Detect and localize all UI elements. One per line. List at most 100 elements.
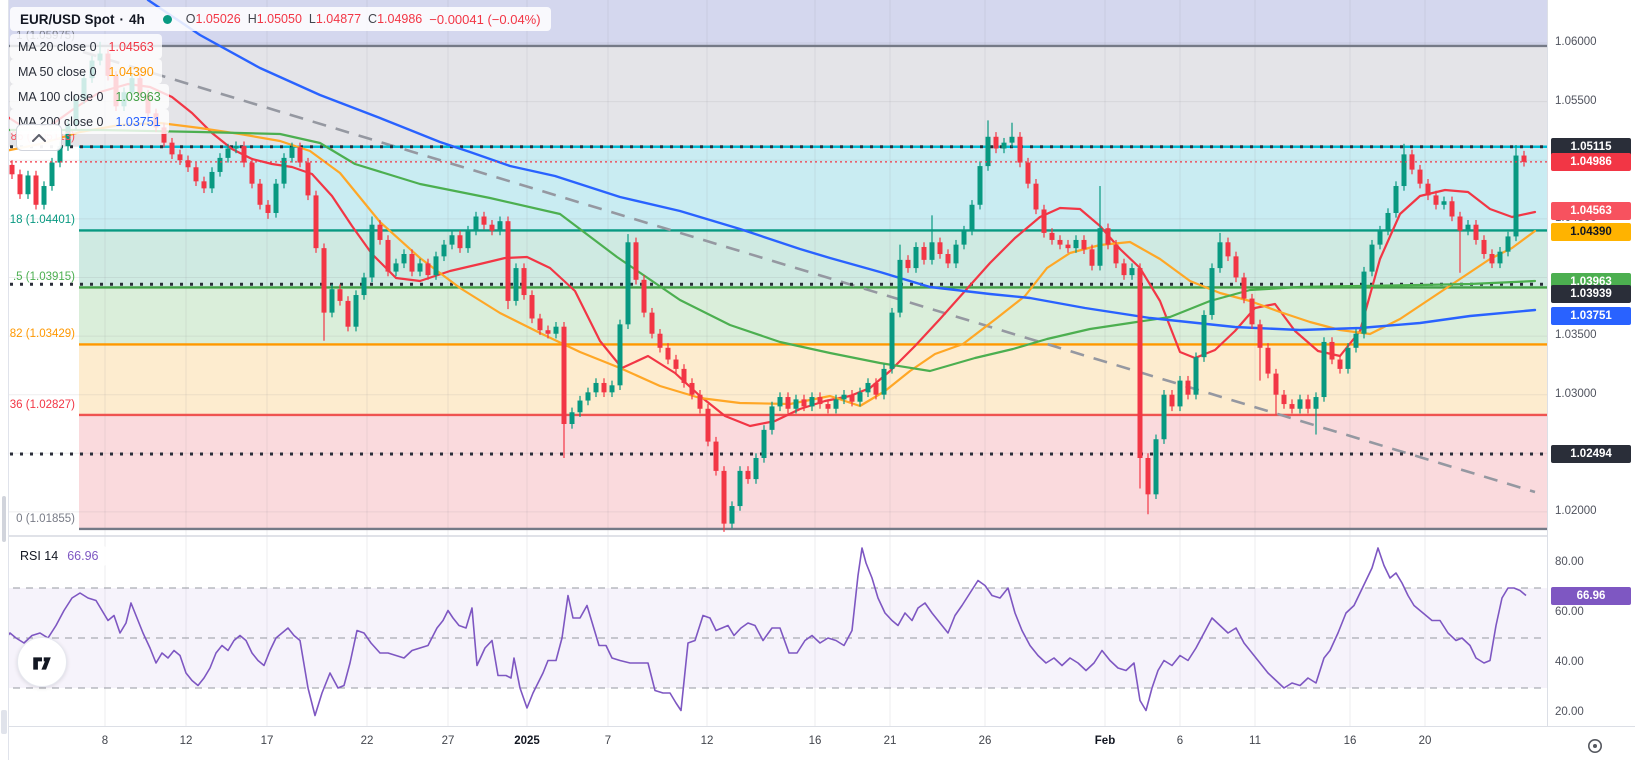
time-tick: 21 <box>883 735 897 747</box>
candle-body <box>697 394 703 409</box>
price-badge: 1.04986 <box>1551 152 1631 171</box>
time-tick: 22 <box>360 735 374 747</box>
price-badge: 1.03751 <box>1551 306 1631 325</box>
candle-body <box>1465 224 1471 231</box>
moving-averages <box>0 0 1537 428</box>
candle-body <box>385 239 391 272</box>
candle-body <box>217 157 223 172</box>
candle-body <box>1201 314 1207 358</box>
candle-body <box>705 408 711 442</box>
candle-body <box>185 160 191 168</box>
candle-body <box>1305 399 1311 409</box>
candle-body <box>297 147 303 163</box>
chart-legend: EUR/USD Spot · 4h O1.05026 H1.05050 L1.0… <box>10 7 551 134</box>
candle-body <box>609 385 615 393</box>
indicator-value: 1.04563 <box>108 39 154 54</box>
symbol-row[interactable]: EUR/USD Spot · 4h O1.05026 H1.05050 L1.0… <box>10 7 551 31</box>
candle-body <box>873 382 879 395</box>
candle-body <box>1353 333 1359 348</box>
scrollbar-handle[interactable] <box>2 496 6 542</box>
candle-body <box>57 146 63 163</box>
candle-body <box>377 224 383 240</box>
candle-body <box>1217 242 1223 269</box>
candle-body <box>665 347 671 360</box>
panel-handle[interactable] <box>1 710 7 734</box>
candle-body <box>281 157 287 184</box>
candle-body <box>417 263 423 272</box>
candle-body <box>1329 341 1335 360</box>
indicator-row-ma100[interactable]: MA 100 close 0 1.03963 <box>10 84 169 109</box>
interval-label[interactable]: 4h <box>129 11 145 27</box>
candle-body <box>881 368 887 395</box>
candle-body <box>17 174 23 195</box>
candle-body <box>681 368 687 383</box>
time-axis[interactable]: 38121722272025712162126Feb6111620 <box>0 726 1635 760</box>
candle-body <box>633 242 639 280</box>
candle-body <box>1129 268 1135 276</box>
candle-body <box>1193 357 1199 395</box>
change-value: −0.00041 (−0.04%) <box>429 11 541 27</box>
candle-body <box>561 326 567 424</box>
candle-body <box>1081 239 1087 250</box>
candle-body <box>1009 136 1015 143</box>
candle-body <box>793 399 799 409</box>
candle-body <box>1177 380 1183 407</box>
candle-body <box>425 263 431 276</box>
candle-body <box>1497 251 1503 264</box>
rsi-label: RSI 14 <box>20 549 59 563</box>
time-tick: 12 <box>179 735 193 747</box>
candle-body <box>1209 268 1215 315</box>
candle-body <box>209 171 215 189</box>
candle-body <box>1321 341 1327 398</box>
candle-body <box>585 392 591 401</box>
time-tick: 20 <box>1418 735 1432 747</box>
price-badge: 1.04563 <box>1551 202 1631 221</box>
collapse-indicators-button[interactable] <box>16 124 62 151</box>
time-tick: 8 <box>101 735 109 747</box>
candle-body <box>1137 268 1143 458</box>
indicator-row-ma50[interactable]: MA 50 close 0 1.04390 <box>10 59 162 84</box>
candle-body <box>1385 212 1391 231</box>
indicator-label: MA 50 close 0 <box>18 64 97 79</box>
axis-settings-icon[interactable] <box>1583 734 1607 758</box>
candle-body <box>529 295 535 319</box>
candle-body <box>433 256 439 276</box>
candle-body <box>1065 244 1071 249</box>
time-tick: 27 <box>441 735 455 747</box>
candle-body <box>689 382 695 395</box>
candle-body <box>1361 271 1367 334</box>
tradingview-logo[interactable] <box>17 637 67 687</box>
candle-body <box>345 300 351 327</box>
candle-body <box>33 175 39 205</box>
candle-body <box>817 397 823 405</box>
candle-body <box>1513 155 1519 237</box>
candle-body <box>937 242 943 255</box>
fib-band <box>79 414 1547 529</box>
rsi-legend[interactable]: RSI 14 66.96 <box>12 546 107 566</box>
price-axis[interactable]: 1.060001.055001.045001.035001.030001.020… <box>1547 0 1635 726</box>
candle-body <box>849 394 855 402</box>
candle-body <box>273 183 279 213</box>
candle-body <box>657 333 663 348</box>
candle-body <box>921 246 927 260</box>
candle-body <box>809 397 815 407</box>
candle-body <box>265 204 271 213</box>
candle-body <box>617 324 623 386</box>
candle-body <box>41 186 47 205</box>
candle-body <box>1153 439 1159 495</box>
candle-body <box>1481 239 1487 255</box>
candle-body <box>1249 298 1255 325</box>
rsi-tick: 80.00 <box>1555 556 1584 568</box>
price-tick: 1.06000 <box>1555 36 1597 48</box>
candle-body <box>713 441 719 471</box>
candle-body <box>1521 155 1527 162</box>
candle-body <box>1337 359 1343 369</box>
indicator-row-ma20[interactable]: MA 20 close 0 1.04563 <box>10 34 162 59</box>
candle-body <box>1113 244 1119 264</box>
candle-body <box>1257 324 1263 348</box>
candle-body <box>833 399 839 409</box>
candle-body <box>785 397 791 409</box>
candle-body <box>201 181 207 189</box>
candle-body <box>1017 136 1023 163</box>
